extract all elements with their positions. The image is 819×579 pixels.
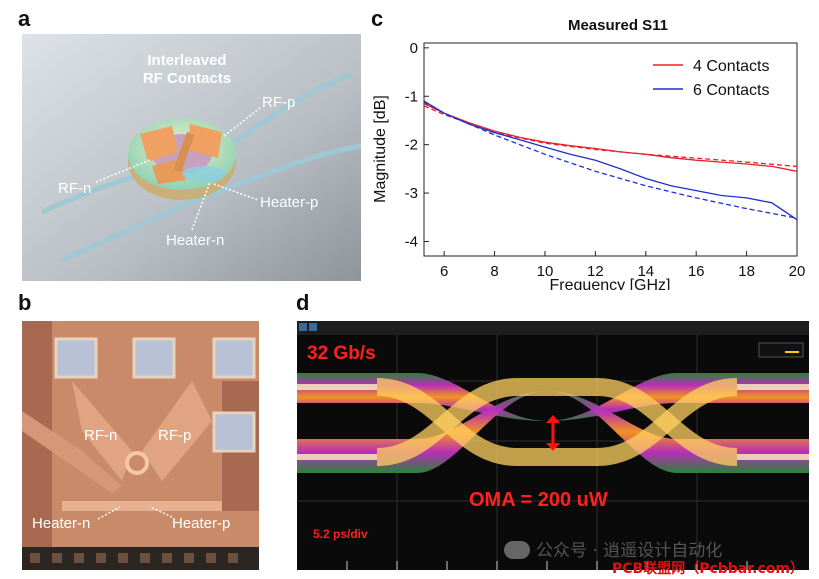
site-watermark: PCB联盟网（Pcbbar.com） [612, 561, 804, 577]
panel-letter-a: a [18, 6, 31, 31]
panel-c-chart: Measured S11 6 8 10 12 14 16 18 20 0 -1 -2 -3 -4 4 … [365, 8, 815, 294]
eye-diagram-illustration [297, 321, 809, 570]
panel-a-label-heater-n: Heater-n [166, 232, 225, 249]
panel-a-label-rf-n: RF-n [58, 180, 92, 197]
series-line-0 [423, 102, 798, 172]
eye-oma-label: OMA = 200 uW [469, 489, 608, 511]
legend-entry: 4 Contacts [693, 58, 769, 75]
x-axis-label: Frequency [GHz] [550, 277, 671, 290]
series-line-2 [423, 100, 798, 221]
y-tick-label: -1 [405, 88, 418, 105]
wechat-watermark: 公众号 · 逍遥设计自动化 [504, 536, 722, 561]
panel-letter-d: d [296, 290, 310, 315]
panel-d-eye-diagram: 32 Gb/s OMA = 200 uW 5.2 ps/div [297, 321, 809, 570]
x-tick-label: 8 [490, 263, 498, 280]
panel-a-label-heater-p: Heater-p [260, 194, 319, 211]
panel-b-label-rf-n: RF-n [84, 427, 118, 444]
panel-a-render: Interleaved RF Contacts RF-p RF-n Heater… [22, 34, 362, 281]
y-tick-label: -3 [405, 185, 418, 202]
x-tick-label: 14 [637, 263, 654, 280]
panel-a-label-rf-p: RF-p [262, 94, 296, 111]
eye-timescale: 5.2 ps/div [313, 527, 368, 541]
x-tick-label: 12 [587, 263, 604, 280]
panel-letter-c: c [371, 6, 384, 31]
device-render-illustration [22, 34, 362, 281]
fit-line-dashed-1 [423, 105, 798, 168]
panel-b-label-rf-p: RF-p [158, 427, 192, 444]
fit-line-dashed-3 [423, 101, 798, 219]
x-tick-label: 18 [738, 263, 755, 280]
panel-a-title-line1: Interleaved [147, 52, 227, 69]
chart-title: Measured S11 [568, 17, 668, 34]
wechat-logo-icon [504, 541, 530, 559]
wechat-watermark-text: 公众号 · 逍遥设计自动化 [536, 541, 723, 561]
panel-b-label-heater-n: Heater-n [32, 515, 91, 532]
plot-frame [423, 42, 798, 257]
legend-entry: 6 Contacts [693, 82, 769, 99]
panel-letter-b: b [18, 290, 32, 315]
x-tick-label: 20 [789, 263, 806, 280]
panel-a-title-line2: RF Contacts [142, 70, 232, 87]
eye-data-rate: 32 Gb/s [307, 343, 376, 364]
y-tick-label: -4 [405, 233, 418, 250]
x-tick-label: 16 [688, 263, 705, 280]
y-tick-label: 0 [410, 40, 418, 57]
chip-micrograph-illustration [22, 321, 259, 570]
y-axis-label: Magnitude [dB] [372, 95, 389, 203]
panel-b-micrograph: RF-n RF-p Heater-n Heater-p [22, 321, 259, 570]
x-tick-label: 10 [537, 263, 554, 280]
panel-b-label-heater-p: Heater-p [172, 515, 231, 532]
y-tick-label: -2 [405, 137, 418, 154]
x-tick-label: 6 [440, 263, 448, 280]
s11-chart-svg: Measured S11 6 8 10 12 14 16 18 20 0 -1 -2 -3 -4 4 … [372, 17, 806, 294]
